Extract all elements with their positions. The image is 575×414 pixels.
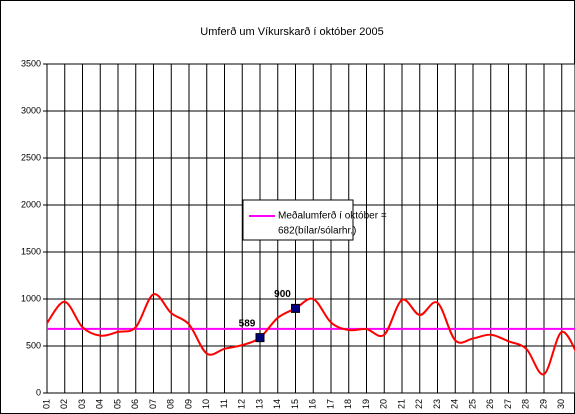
x-tick-label: 25 xyxy=(467,399,477,409)
y-tick-label: 3500 xyxy=(21,58,41,68)
x-tick-label: 05 xyxy=(112,399,122,409)
x-tick-label: 22 xyxy=(414,399,424,409)
x-tick-label: 14 xyxy=(272,399,282,409)
y-tick-label: 1000 xyxy=(21,293,41,303)
data-line xyxy=(46,293,575,376)
y-tick-label: 3000 xyxy=(21,105,41,115)
legend-label: Meðalumferð í október = xyxy=(278,210,387,222)
marker xyxy=(255,333,265,343)
x-tick-label: 04 xyxy=(95,399,105,409)
x-tick-label: 16 xyxy=(308,399,318,409)
x-tick-label: 07 xyxy=(148,399,158,409)
x-tick-label: 08 xyxy=(166,399,176,409)
x-tick-label: 01 xyxy=(41,399,51,409)
x-tick-label: 27 xyxy=(503,399,513,409)
x-tick-label: 23 xyxy=(432,399,442,409)
x-tick-label: 18 xyxy=(343,399,353,409)
x-tick-label: 06 xyxy=(130,399,140,409)
marker xyxy=(291,303,300,313)
x-tick-label: 02 xyxy=(59,399,69,409)
y-tick-label: 1500 xyxy=(21,246,41,256)
x-tick-label: 30 xyxy=(556,399,566,409)
x-tick-label: 24 xyxy=(450,399,460,409)
x-tick-label: 09 xyxy=(183,399,193,409)
x-tick-label: 12 xyxy=(237,399,247,409)
x-tick-label: 28 xyxy=(521,399,531,409)
x-tick-label: 26 xyxy=(485,399,495,409)
y-tick-label: 2000 xyxy=(21,199,41,209)
x-tick-label: 03 xyxy=(77,399,87,409)
y-tick-label: 0 xyxy=(36,387,41,397)
x-tick-label: 19 xyxy=(361,399,371,409)
y-tick-label: 2500 xyxy=(21,152,41,162)
x-tick-label: 29 xyxy=(538,399,548,409)
data-label: 900 xyxy=(274,289,291,300)
x-tick-label: 11 xyxy=(219,399,229,408)
x-tick-label: 15 xyxy=(290,399,300,409)
x-tick-label: 10 xyxy=(201,399,211,409)
x-tick-label: 21 xyxy=(396,399,406,409)
x-tick-label: 17 xyxy=(325,399,335,409)
chart-title: Umferð um Víkurskarð í október 2005 xyxy=(200,26,383,38)
legend-box xyxy=(242,199,354,241)
y-tick-label: 500 xyxy=(26,340,41,350)
x-tick-label: 20 xyxy=(379,399,389,409)
x-tick-label: 31 xyxy=(574,399,575,409)
x-tick-label: 13 xyxy=(254,399,264,409)
data-label: 589 xyxy=(239,318,256,329)
legend-label: 682(bílar/sólarhr.) xyxy=(278,226,356,237)
